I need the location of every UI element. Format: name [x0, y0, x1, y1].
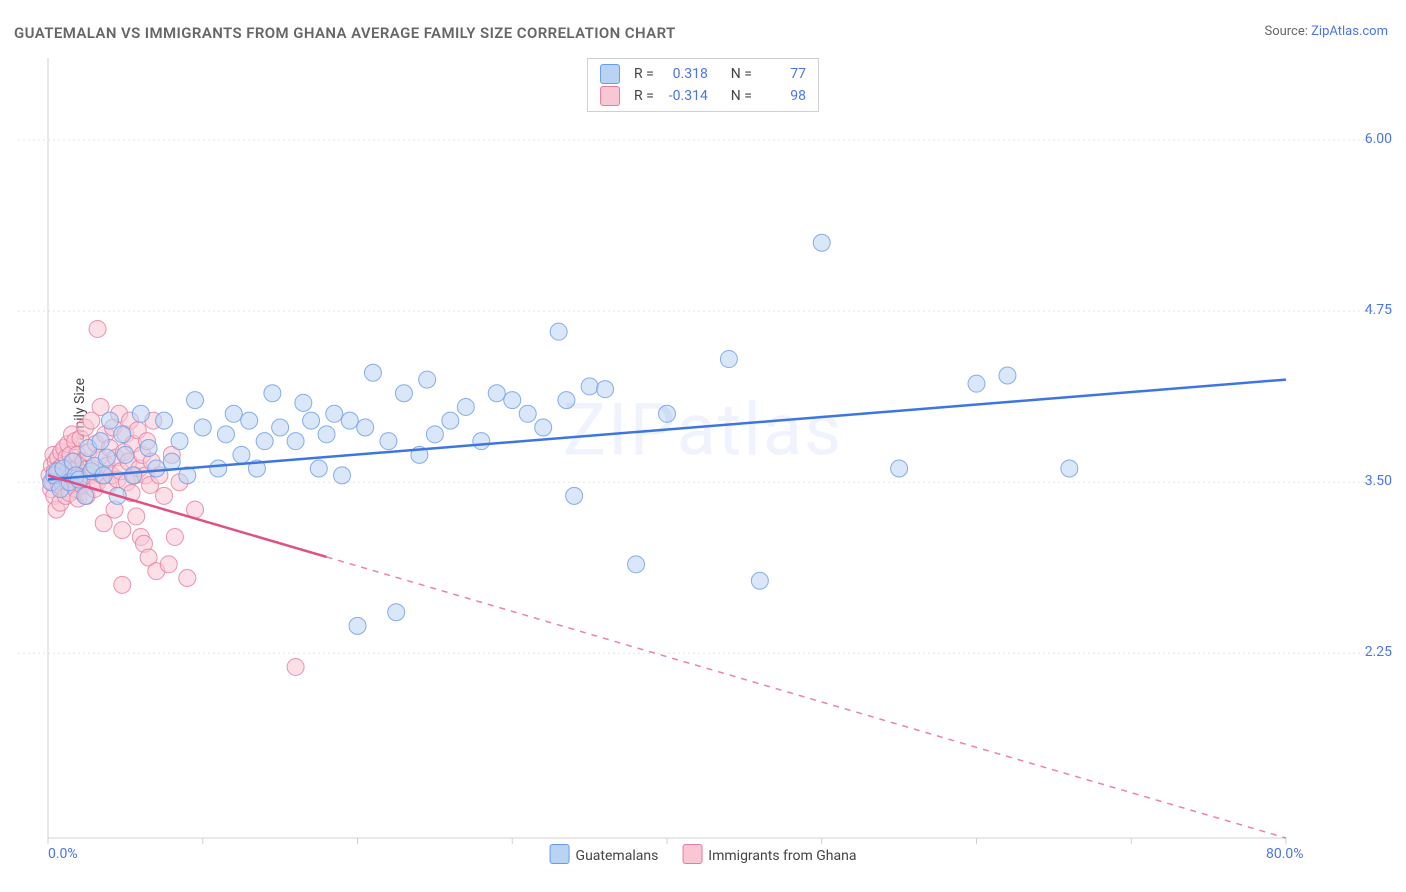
stats-r-value: 0.318	[662, 63, 708, 85]
stats-swatch	[600, 86, 620, 106]
stats-row: R = 0.318 N = 77	[600, 63, 806, 85]
stats-r-label: R =	[634, 63, 654, 85]
stats-swatch	[600, 64, 620, 84]
stats-n-value: 98	[760, 85, 806, 107]
stats-n-label: N =	[731, 63, 752, 85]
stats-row: R = -0.314 N = 98	[600, 85, 806, 107]
chart-canvas	[0, 0, 1406, 892]
stats-r-value: -0.314	[662, 85, 708, 107]
stats-r-label: R =	[634, 85, 654, 107]
stats-n-value: 77	[760, 63, 806, 85]
correlation-stats-box: R = 0.318 N = 77 R = -0.314 N = 98	[587, 58, 819, 112]
stats-n-label: N =	[731, 85, 752, 107]
